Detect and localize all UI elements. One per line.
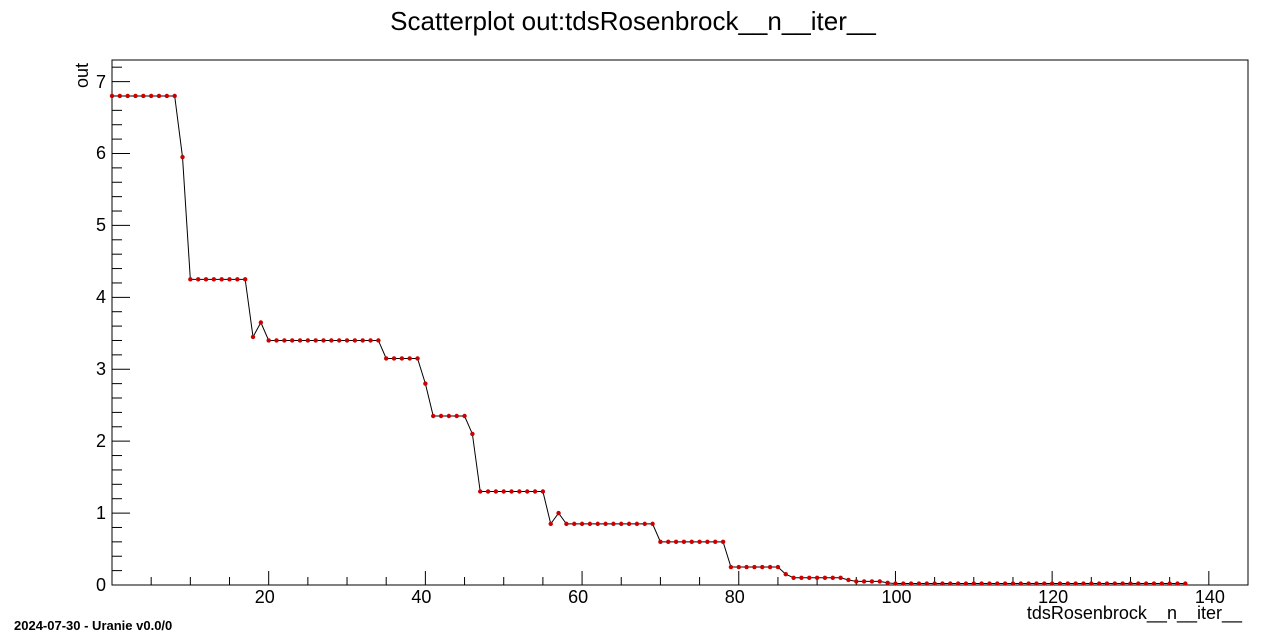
x-tick-label: 60 <box>568 587 588 608</box>
x-tick-label: 40 <box>411 587 431 608</box>
y-tick-label: 7 <box>96 72 106 93</box>
plot-svg <box>0 0 1266 639</box>
y-tick-label: 1 <box>96 503 106 524</box>
x-tick-label: 120 <box>1038 587 1068 608</box>
y-tick-label: 3 <box>96 359 106 380</box>
y-tick-label: 4 <box>96 287 106 308</box>
x-tick-label: 20 <box>255 587 275 608</box>
y-tick-label: 5 <box>96 215 106 236</box>
y-tick-label: 0 <box>96 575 106 596</box>
x-tick-label: 140 <box>1195 587 1225 608</box>
x-tick-label: 100 <box>881 587 911 608</box>
y-tick-label: 6 <box>96 143 106 164</box>
y-tick-label: 2 <box>96 431 106 452</box>
chart-container: Scatterplot out:tdsRosenbrock__n__iter__… <box>0 0 1266 639</box>
x-tick-label: 80 <box>725 587 745 608</box>
